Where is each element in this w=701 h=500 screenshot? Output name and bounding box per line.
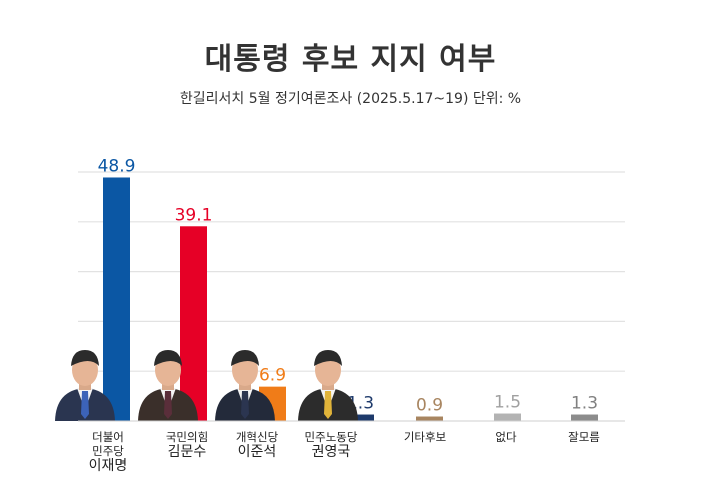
value-label: 39.1 xyxy=(175,205,213,225)
value-label: 1.3 xyxy=(571,394,598,414)
category-label: 민주당 xyxy=(92,444,124,458)
category-label: 개혁신당 xyxy=(236,430,279,444)
value-label: 1.5 xyxy=(494,393,521,413)
bar xyxy=(180,226,207,421)
bar xyxy=(103,177,130,421)
candidate-photo xyxy=(298,350,358,421)
candidate-name: 김문수 xyxy=(168,444,207,460)
value-label: 0.9 xyxy=(416,396,443,416)
bar xyxy=(347,414,374,421)
category-label: 민주노동당 xyxy=(305,430,358,444)
chart-subtitle: 한길리서치 5월 정기여론조사 (2025.5.17~19) 단위: % xyxy=(179,91,522,107)
candidate-name: 권영국 xyxy=(312,444,351,460)
category-label: 기타후보 xyxy=(404,430,446,444)
value-label: 48.9 xyxy=(98,156,136,176)
candidate-photo xyxy=(55,350,115,421)
bar xyxy=(494,413,521,421)
category-label: 잘모름 xyxy=(568,430,600,444)
candidate-name: 이재명 xyxy=(89,458,128,474)
candidate-photo xyxy=(138,350,198,421)
bar xyxy=(416,416,443,421)
chart-title: 대통령 후보 지지 여부 xyxy=(204,42,497,77)
category-label: 국민의힘 xyxy=(166,430,208,444)
category-label: 더불어 xyxy=(92,430,124,444)
value-label: 6.9 xyxy=(259,366,286,386)
candidate-photo xyxy=(215,350,275,421)
candidate-name: 이준석 xyxy=(238,444,277,460)
category-label: 없다 xyxy=(495,430,517,444)
bar xyxy=(571,414,598,421)
